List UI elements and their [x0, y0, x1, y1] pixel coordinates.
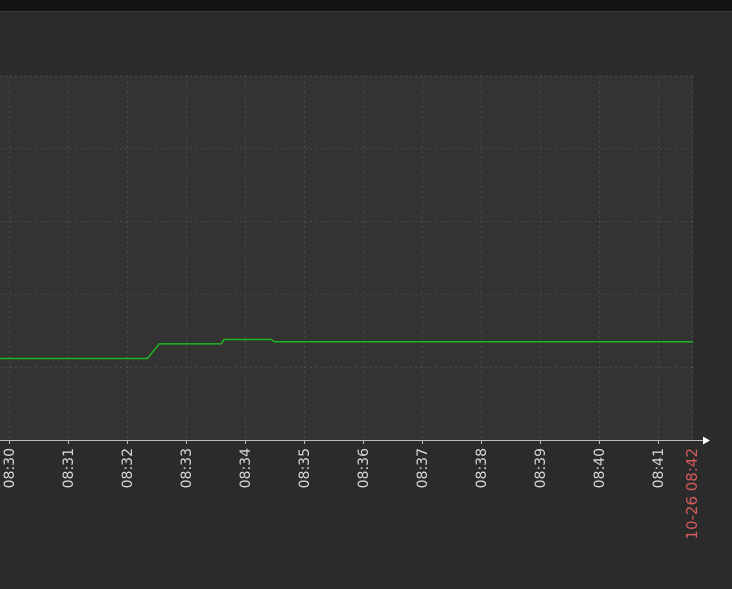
x-tick-label: 08:39 [533, 448, 549, 488]
x-axis-arrow [703, 436, 710, 445]
line-chart: 08:30 08:31 08:32 08:33 08:34 08:35 08:36 08:37… [0, 75, 710, 540]
x-tick-label: 08:31 [61, 448, 77, 488]
x-tick-label: 08:40 [592, 448, 608, 488]
x-tick-label: 08:30 [2, 448, 18, 488]
x-tick-label: 08:41 [651, 448, 667, 488]
x-tick-label: 08:38 [474, 448, 490, 488]
x-tick-label: 08:37 [415, 448, 431, 488]
plot-area [0, 76, 693, 440]
series-layer [0, 338, 693, 360]
series-line [0, 338, 693, 360]
x-tick-label: 08:36 [356, 448, 372, 488]
x-tick-label: 08:33 [179, 448, 195, 488]
x-tick-labels: 08:30 08:31 08:32 08:33 08:34 08:35 08:36 08:37… [2, 448, 667, 488]
end-timestamp-label: 10-26 08:42 [683, 448, 701, 540]
x-axis [0, 436, 710, 445]
x-tick-label: 08:35 [297, 448, 313, 488]
chart-container: 08:30 08:31 08:32 08:33 08:34 08:35 08:36 08:37… [0, 12, 732, 589]
x-tick-label: 08:34 [238, 448, 254, 488]
top-bar [0, 0, 732, 12]
grid [0, 75, 693, 440]
x-tick-label: 08:32 [120, 448, 136, 488]
